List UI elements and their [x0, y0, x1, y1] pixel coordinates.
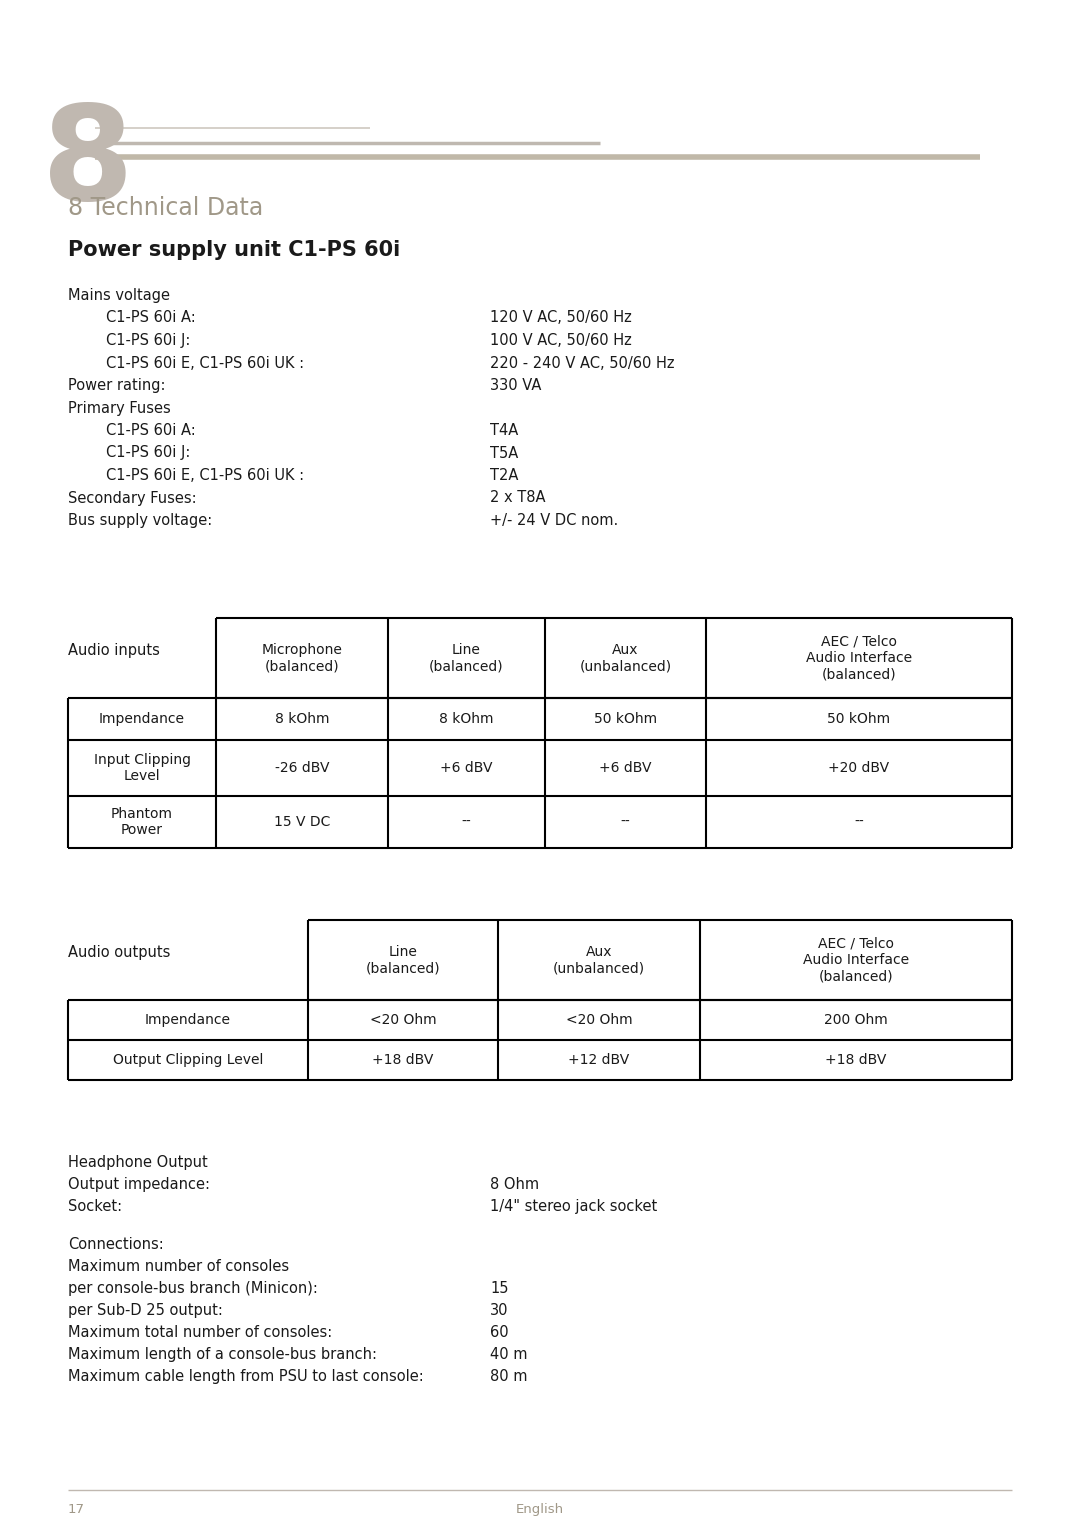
Text: 8 Ohm: 8 Ohm: [490, 1177, 539, 1192]
Text: Power rating:: Power rating:: [68, 378, 165, 394]
Text: 15: 15: [490, 1280, 509, 1296]
Text: Maximum length of a console-bus branch:: Maximum length of a console-bus branch:: [68, 1347, 377, 1363]
Text: 30: 30: [490, 1303, 509, 1318]
Text: T2A: T2A: [490, 468, 518, 484]
Text: AEC / Telco
Audio Interface
(balanced): AEC / Telco Audio Interface (balanced): [802, 937, 909, 983]
Text: Power supply unit C1-PS 60i: Power supply unit C1-PS 60i: [68, 240, 401, 259]
Text: Aux
(unbalanced): Aux (unbalanced): [580, 642, 672, 673]
Text: Audio inputs: Audio inputs: [68, 644, 160, 659]
Text: 120 V AC, 50/60 Hz: 120 V AC, 50/60 Hz: [490, 310, 632, 325]
Text: AEC / Telco
Audio Interface
(balanced): AEC / Telco Audio Interface (balanced): [806, 635, 913, 681]
Text: C1-PS 60i A:: C1-PS 60i A:: [106, 310, 195, 325]
Text: Phantom
Power: Phantom Power: [111, 807, 173, 838]
Text: 8 Technical Data: 8 Technical Data: [68, 195, 264, 220]
Text: 17: 17: [68, 1503, 85, 1515]
Text: 50 kOhm: 50 kOhm: [827, 713, 891, 726]
Text: 2 x T8A: 2 x T8A: [490, 490, 545, 505]
Text: +6 dBV: +6 dBV: [441, 761, 492, 775]
Text: 40 m: 40 m: [490, 1347, 527, 1363]
Text: +6 dBV: +6 dBV: [599, 761, 651, 775]
Text: Line
(balanced): Line (balanced): [366, 945, 441, 975]
Text: <20 Ohm: <20 Ohm: [566, 1013, 632, 1027]
Text: +12 dBV: +12 dBV: [568, 1053, 630, 1067]
Text: Socket:: Socket:: [68, 1199, 122, 1215]
Text: <20 Ohm: <20 Ohm: [369, 1013, 436, 1027]
Text: Aux
(unbalanced): Aux (unbalanced): [553, 945, 645, 975]
Text: Maximum cable length from PSU to last console:: Maximum cable length from PSU to last co…: [68, 1369, 423, 1384]
Text: 8: 8: [42, 101, 134, 227]
Text: 8 kOhm: 8 kOhm: [440, 713, 494, 726]
Text: T5A: T5A: [490, 446, 518, 461]
Text: Output impedance:: Output impedance:: [68, 1177, 210, 1192]
Text: 100 V AC, 50/60 Hz: 100 V AC, 50/60 Hz: [490, 333, 632, 348]
Text: Line
(balanced): Line (balanced): [429, 642, 503, 673]
Text: 60: 60: [490, 1325, 509, 1340]
Text: T4A: T4A: [490, 423, 518, 438]
Text: 8 kOhm: 8 kOhm: [274, 713, 329, 726]
Text: Headphone Output: Headphone Output: [68, 1155, 207, 1170]
Text: +20 dBV: +20 dBV: [828, 761, 890, 775]
Text: +18 dBV: +18 dBV: [373, 1053, 434, 1067]
Text: Maximum total number of consoles:: Maximum total number of consoles:: [68, 1325, 333, 1340]
Text: Connections:: Connections:: [68, 1238, 164, 1251]
Text: Output Clipping Level: Output Clipping Level: [112, 1053, 264, 1067]
Text: --: --: [854, 815, 864, 829]
Text: --: --: [621, 815, 631, 829]
Text: C1-PS 60i E, C1-PS 60i UK :: C1-PS 60i E, C1-PS 60i UK :: [106, 356, 305, 371]
Text: --: --: [461, 815, 471, 829]
Text: Mains voltage: Mains voltage: [68, 288, 170, 304]
Text: 80 m: 80 m: [490, 1369, 527, 1384]
Text: 220 - 240 V AC, 50/60 Hz: 220 - 240 V AC, 50/60 Hz: [490, 356, 675, 371]
Text: English: English: [516, 1503, 564, 1515]
Text: Secondary Fuses:: Secondary Fuses:: [68, 490, 197, 505]
Text: per Sub-D 25 output:: per Sub-D 25 output:: [68, 1303, 222, 1318]
Text: Microphone
(balanced): Microphone (balanced): [261, 642, 342, 673]
Text: Impendance: Impendance: [99, 713, 185, 726]
Text: -26 dBV: -26 dBV: [274, 761, 329, 775]
Text: Impendance: Impendance: [145, 1013, 231, 1027]
Text: Audio outputs: Audio outputs: [68, 946, 171, 960]
Text: 1/4" stereo jack socket: 1/4" stereo jack socket: [490, 1199, 658, 1215]
Text: Input Clipping
Level: Input Clipping Level: [94, 752, 190, 783]
Text: C1-PS 60i A:: C1-PS 60i A:: [106, 423, 195, 438]
Text: per console-bus branch (Minicon):: per console-bus branch (Minicon):: [68, 1280, 318, 1296]
Text: +/- 24 V DC nom.: +/- 24 V DC nom.: [490, 513, 618, 528]
Text: 15 V DC: 15 V DC: [274, 815, 330, 829]
Text: +18 dBV: +18 dBV: [825, 1053, 887, 1067]
Text: Primary Fuses: Primary Fuses: [68, 400, 171, 415]
Text: Maximum number of consoles: Maximum number of consoles: [68, 1259, 289, 1274]
Text: C1-PS 60i J:: C1-PS 60i J:: [106, 446, 190, 461]
Text: Bus supply voltage:: Bus supply voltage:: [68, 513, 213, 528]
Text: C1-PS 60i J:: C1-PS 60i J:: [106, 333, 190, 348]
Text: 50 kOhm: 50 kOhm: [594, 713, 657, 726]
Text: 330 VA: 330 VA: [490, 378, 541, 394]
Text: 200 Ohm: 200 Ohm: [824, 1013, 888, 1027]
Text: C1-PS 60i E, C1-PS 60i UK :: C1-PS 60i E, C1-PS 60i UK :: [106, 468, 305, 484]
